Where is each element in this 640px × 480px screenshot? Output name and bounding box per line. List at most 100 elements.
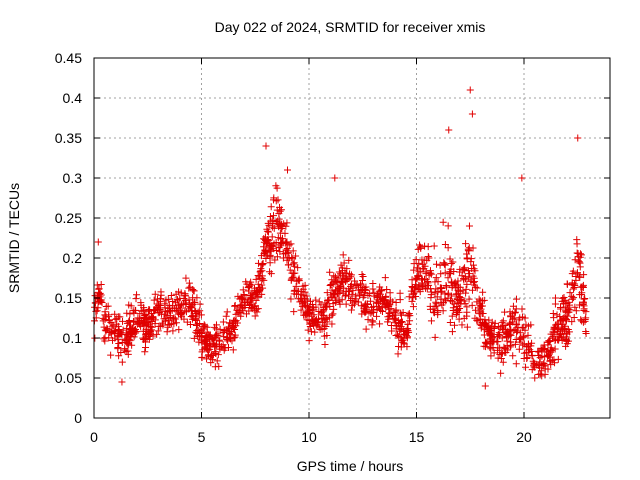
data-point xyxy=(373,312,381,320)
data-point xyxy=(521,314,529,322)
data-point xyxy=(341,292,349,300)
data-point xyxy=(163,328,171,336)
data-point xyxy=(339,278,347,286)
data-point xyxy=(330,272,338,280)
data-point xyxy=(570,313,578,321)
data-point xyxy=(461,266,469,274)
data-point xyxy=(448,298,456,306)
data-point xyxy=(196,319,204,327)
data-point xyxy=(172,290,180,298)
data-point xyxy=(564,312,572,320)
data-point xyxy=(346,282,354,290)
data-point xyxy=(142,310,150,318)
data-point xyxy=(175,326,183,334)
y-tick-label: 0.45 xyxy=(55,50,82,66)
data-point xyxy=(177,301,185,309)
data-point xyxy=(328,276,336,284)
data-point xyxy=(281,229,289,237)
data-point xyxy=(124,350,132,358)
data-point xyxy=(131,306,139,314)
data-point xyxy=(220,346,228,354)
data-point xyxy=(417,244,425,252)
x-axis-label: GPS time / hours xyxy=(297,458,404,474)
data-point xyxy=(262,142,270,150)
data-point xyxy=(578,317,586,325)
data-point xyxy=(376,283,384,291)
data-point xyxy=(300,299,308,307)
data-point xyxy=(564,305,572,313)
data-point xyxy=(561,296,569,304)
data-point xyxy=(455,315,463,323)
data-point xyxy=(289,260,297,268)
data-point xyxy=(427,294,435,302)
data-point xyxy=(370,289,378,297)
data-point xyxy=(315,323,323,331)
data-point xyxy=(108,323,116,331)
data-point xyxy=(536,364,544,372)
data-point xyxy=(554,336,562,344)
data-point xyxy=(193,294,201,302)
data-point xyxy=(151,307,159,315)
data-point xyxy=(490,323,498,331)
data-point xyxy=(157,288,165,296)
data-point xyxy=(421,275,429,283)
data-point xyxy=(119,317,127,325)
data-point xyxy=(280,250,288,258)
data-point xyxy=(326,268,334,276)
data-point xyxy=(404,320,412,328)
data-point xyxy=(515,335,523,343)
data-point xyxy=(267,203,275,211)
data-point xyxy=(469,261,477,269)
data-point xyxy=(265,242,273,250)
y-tick-label: 0.35 xyxy=(55,130,82,146)
data-point xyxy=(367,297,375,305)
data-point xyxy=(192,308,200,316)
data-point xyxy=(458,321,466,329)
data-point xyxy=(299,291,307,299)
data-point xyxy=(524,331,532,339)
data-point xyxy=(126,318,134,326)
data-point xyxy=(378,303,386,311)
data-point xyxy=(116,313,124,321)
data-point xyxy=(338,296,346,304)
data-point xyxy=(554,355,562,363)
data-point xyxy=(288,254,296,262)
data-point xyxy=(572,307,580,315)
data-point xyxy=(250,284,258,292)
data-point xyxy=(276,207,284,215)
data-point xyxy=(547,361,555,369)
data-point xyxy=(329,310,337,318)
data-point xyxy=(470,274,478,282)
data-point xyxy=(153,330,161,338)
data-point xyxy=(463,323,471,331)
data-point xyxy=(245,307,253,315)
data-point xyxy=(510,327,518,335)
data-point xyxy=(560,297,568,305)
data-point xyxy=(409,294,417,302)
data-point xyxy=(177,289,185,297)
data-point xyxy=(563,330,571,338)
data-point xyxy=(131,327,139,335)
data-point xyxy=(493,346,501,354)
x-axis: 0 5 10 15 20 xyxy=(90,58,532,445)
data-point xyxy=(434,278,442,286)
data-point xyxy=(290,308,298,316)
data-point xyxy=(445,126,453,134)
data-point xyxy=(365,308,373,316)
data-point xyxy=(305,316,313,324)
data-point xyxy=(262,248,270,256)
data-point xyxy=(535,371,543,379)
data-point xyxy=(392,332,400,340)
data-point xyxy=(468,301,476,309)
data-point xyxy=(426,269,434,277)
data-point xyxy=(277,241,285,249)
data-point xyxy=(432,285,440,293)
data-point xyxy=(557,331,564,339)
data-point xyxy=(209,351,217,359)
data-point xyxy=(305,305,313,313)
data-point xyxy=(360,306,368,314)
data-point xyxy=(400,340,408,348)
data-point xyxy=(455,283,463,291)
data-point xyxy=(575,258,583,266)
data-point xyxy=(292,282,300,290)
